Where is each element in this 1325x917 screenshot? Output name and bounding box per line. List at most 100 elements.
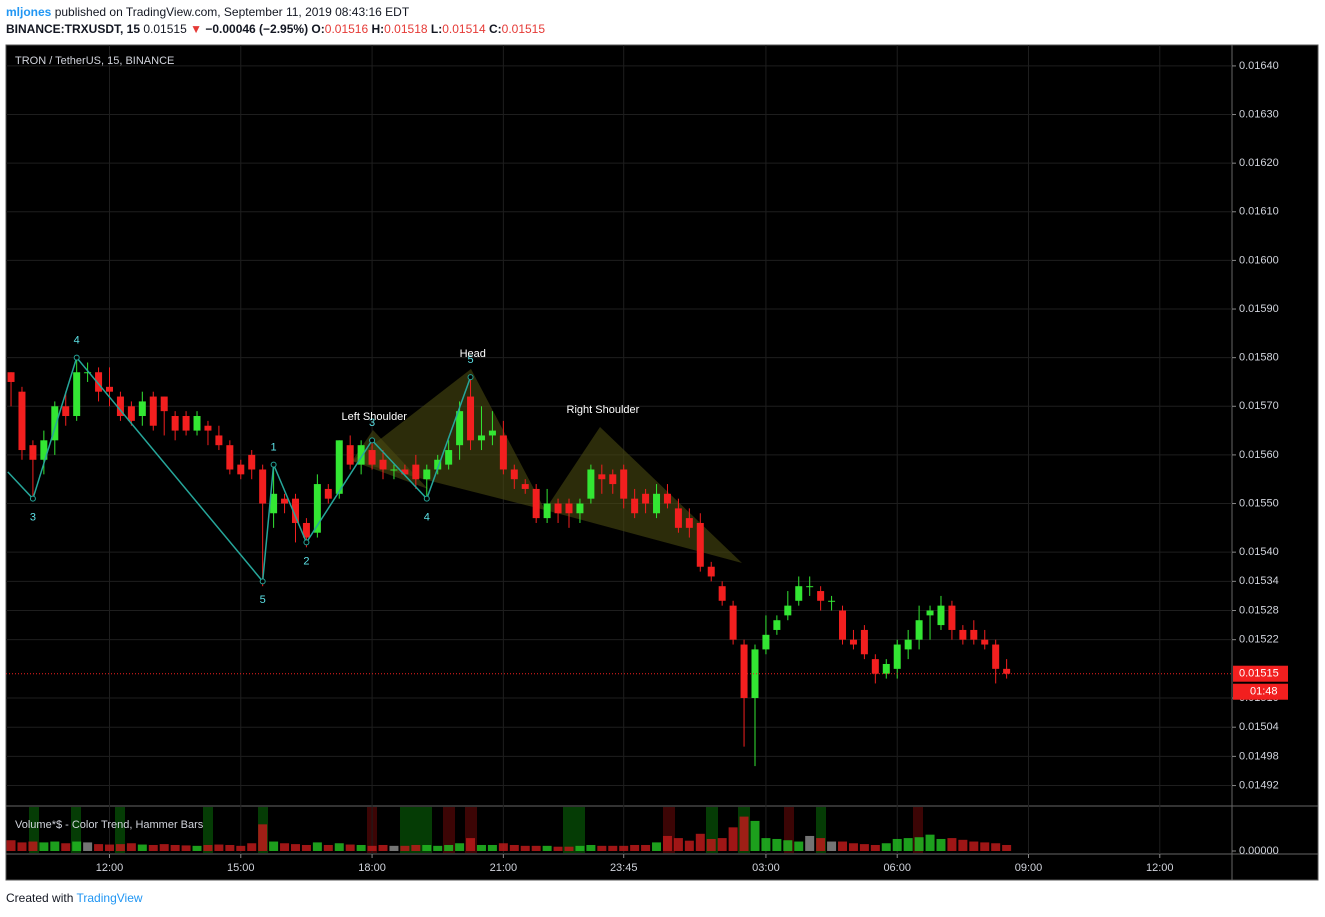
candle-body xyxy=(346,445,354,465)
volume-bar xyxy=(706,838,716,851)
wave-point xyxy=(467,374,474,381)
volume-bar xyxy=(50,841,60,851)
candle-body xyxy=(291,498,299,523)
volume-bar xyxy=(859,844,869,851)
volume-bar xyxy=(422,844,432,851)
x-tick-label: 12:00 xyxy=(96,862,124,874)
volume-bar xyxy=(608,845,618,851)
y-tick-label: 0.01560 xyxy=(1239,449,1279,461)
volume-bar xyxy=(630,844,640,851)
volume-bar xyxy=(148,844,158,851)
candle-body xyxy=(740,644,748,699)
candle-body xyxy=(882,663,890,674)
highlight xyxy=(816,807,826,853)
volume-bar xyxy=(323,844,333,851)
author[interactable]: mljones xyxy=(6,5,52,19)
volume-bar xyxy=(225,844,235,851)
countdown-label: 01:48 xyxy=(1250,686,1278,698)
candle-body xyxy=(751,649,759,699)
candle-body xyxy=(959,629,967,640)
high: 0.01518 xyxy=(384,22,428,36)
volume-bar xyxy=(236,845,246,851)
volume-bar xyxy=(520,845,530,851)
volume-bar xyxy=(838,841,848,851)
candle-body xyxy=(171,416,179,431)
candle-body xyxy=(718,586,726,601)
volume-bar xyxy=(94,844,104,851)
candle-body xyxy=(456,411,464,446)
volume-bar xyxy=(192,845,202,851)
volume-bar xyxy=(695,833,705,851)
brand[interactable]: TradingView xyxy=(76,891,143,905)
volume-bar xyxy=(575,845,585,851)
volume-bar xyxy=(280,843,290,851)
candle-body xyxy=(685,518,693,528)
volume-bar xyxy=(641,844,651,851)
candle-body xyxy=(653,493,661,514)
highlight xyxy=(913,807,923,853)
volume-bar xyxy=(72,841,82,851)
volume-bar xyxy=(947,838,957,851)
volume-bar xyxy=(991,843,1001,851)
volume-bar xyxy=(586,844,596,851)
y-tick-label: 0.01600 xyxy=(1239,254,1279,266)
created: Created with xyxy=(6,891,74,905)
wave-label: 3 xyxy=(369,417,375,429)
candle-body xyxy=(401,469,409,475)
wave-label: 4 xyxy=(424,512,430,524)
volume-bar xyxy=(356,844,366,851)
candle-body xyxy=(434,459,442,470)
header-line: BINANCE:TRXUSDT, 15 0.01515 ▼ −0.00046 (… xyxy=(6,21,545,38)
candle-body xyxy=(532,488,540,519)
candle-body xyxy=(149,396,157,426)
volume-bar xyxy=(619,845,629,851)
candle-body xyxy=(335,440,343,494)
volume-bar xyxy=(301,844,311,851)
candle-body xyxy=(663,493,671,504)
volume-bar xyxy=(17,842,27,851)
wave-point xyxy=(303,539,310,546)
candle-body xyxy=(51,406,59,441)
candle-body xyxy=(499,435,507,470)
y-tick-label: 0.00000 xyxy=(1239,845,1279,857)
header-line: mljones published on TradingView.com, Se… xyxy=(6,4,545,21)
candle-body xyxy=(860,629,868,655)
arrow: ▼ xyxy=(190,22,202,36)
volume-bar xyxy=(455,843,465,851)
volume-bar xyxy=(214,844,224,851)
wave-point xyxy=(423,495,430,502)
y-tick-label: 0.01610 xyxy=(1239,206,1279,218)
symbol: BINANCE:TRXUSDT, 15 xyxy=(6,22,141,36)
volume-bar xyxy=(433,845,443,851)
published: published on TradingView.com, September … xyxy=(54,5,410,19)
volume-bar xyxy=(564,846,574,851)
y-tick-label: 0.01620 xyxy=(1239,157,1279,169)
volume-bar xyxy=(717,838,727,851)
volume-bar xyxy=(553,846,563,851)
volume-bar xyxy=(269,841,279,851)
highlight xyxy=(784,807,794,853)
volume-bar xyxy=(816,838,826,851)
candle-body xyxy=(828,600,836,602)
candle-body xyxy=(7,372,15,382)
c-label: C: xyxy=(488,22,502,36)
highlight xyxy=(29,807,39,853)
volume-bar xyxy=(476,844,486,851)
candle-body xyxy=(467,396,475,441)
countdown-tag xyxy=(1233,683,1288,700)
candle-body xyxy=(696,522,704,567)
candle-body xyxy=(926,610,934,616)
volume-bar xyxy=(290,844,300,851)
y-tick-label: 0.01528 xyxy=(1239,604,1279,616)
candle-body xyxy=(248,454,256,470)
annotation: Left Shoulder xyxy=(342,411,408,423)
volume-bar xyxy=(827,841,837,851)
candle-body xyxy=(620,469,628,499)
volume-bar xyxy=(652,842,662,851)
volume-bar xyxy=(739,816,749,851)
volume-bar xyxy=(312,842,322,851)
wave-label: 1 xyxy=(271,442,277,454)
volume-bar xyxy=(487,844,497,851)
wave-point xyxy=(73,354,80,361)
y-tick-label: 0.01540 xyxy=(1239,546,1279,558)
